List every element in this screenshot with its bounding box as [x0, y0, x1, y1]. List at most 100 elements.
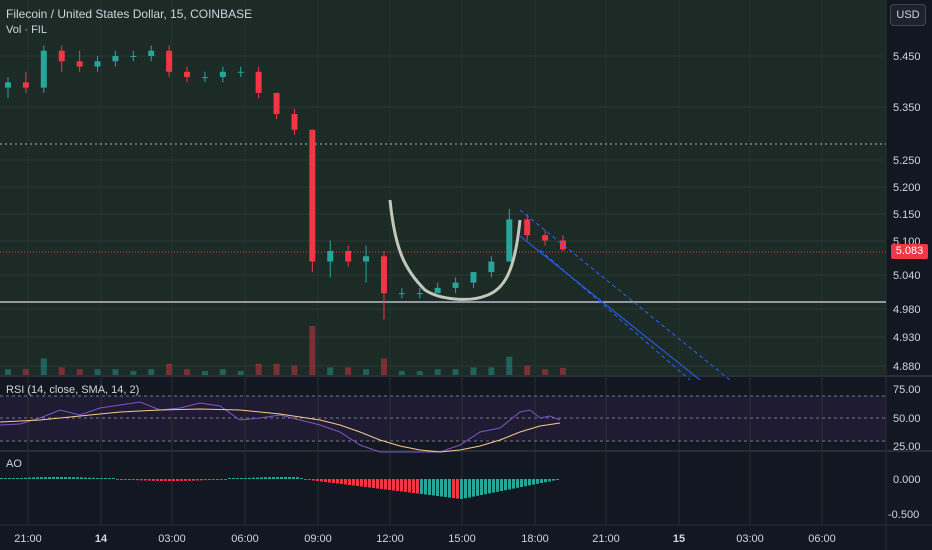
ao-bar [348, 479, 351, 485]
ao-bar [320, 479, 323, 482]
ao-bar [24, 477, 27, 479]
volume-legend[interactable]: Vol · FIL [6, 24, 47, 36]
ao-bar [212, 479, 215, 480]
time-tick-3: 06:00 [231, 533, 259, 545]
volume-bar [166, 363, 173, 375]
candle-body [22, 82, 29, 88]
price-tick-6: 5.040 [893, 270, 921, 282]
volume-bar [184, 369, 191, 375]
ao-bar [44, 477, 47, 479]
ao-bar [116, 479, 119, 480]
ao-bar [152, 479, 155, 481]
symbol-title[interactable]: Filecoin / United States Dollar, 15, COI… [6, 7, 253, 21]
ao-bar [148, 479, 151, 481]
ao-bar [380, 479, 383, 489]
candle-body [380, 256, 387, 294]
ao-bar [264, 477, 267, 479]
rsi-ma-line[interactable] [0, 408, 561, 453]
ao-bar [416, 479, 419, 494]
ao-bar [168, 479, 171, 481]
ao-bar [220, 479, 223, 480]
ao-bar [408, 479, 411, 493]
volume-bar [524, 365, 531, 375]
ao-bar [104, 478, 107, 479]
time-tick-1: 14 [95, 533, 108, 545]
price-tick-4: 5.150 [893, 209, 921, 221]
ao-bar [36, 477, 39, 479]
ao-bar [52, 477, 55, 479]
ao-bar [132, 479, 135, 481]
ao-bar [428, 479, 431, 495]
ao-bar [356, 479, 359, 486]
candle-body [184, 71, 191, 78]
volume-bar [327, 367, 334, 375]
ao-histogram [0, 477, 559, 499]
ao-bar [12, 478, 15, 479]
ao-bar [76, 477, 79, 479]
ao-bar [372, 479, 375, 488]
rsi-line[interactable] [0, 401, 561, 453]
time-tick-0: 21:00 [14, 533, 42, 545]
ao-bar [40, 477, 43, 479]
ao-bar [288, 477, 291, 479]
volume-bar [560, 367, 566, 375]
ao-bar [520, 479, 523, 487]
ao-bar [516, 479, 519, 488]
rsi-tick-75: 75.00 [893, 384, 921, 396]
ao-bar [500, 479, 503, 491]
ao-legend[interactable]: AO [6, 458, 22, 470]
volume-bar [309, 326, 316, 375]
ao-bar [156, 479, 159, 481]
ao-bar [508, 479, 511, 490]
ao-bar [432, 479, 435, 496]
ao-bar [384, 479, 387, 490]
ao-bar [400, 479, 403, 492]
ao-bar [160, 479, 163, 481]
price-axis[interactable]: 5.4505.3505.2505.2005.1505.1005.0404.980… [893, 51, 921, 373]
candle-body [40, 50, 47, 88]
ao-bar [388, 479, 391, 490]
rsi-legend[interactable]: RSI (14, close, SMA, 14, 2) [6, 384, 140, 396]
candles [5, 45, 566, 320]
ao-bar [180, 479, 183, 481]
ao-bar [200, 479, 203, 481]
price-tick-8: 4.930 [893, 332, 921, 344]
rsi-axis[interactable]: 75.00 50.00 25.00 [893, 384, 921, 453]
ao-bar [496, 479, 499, 492]
currency-button[interactable]: USD [890, 4, 926, 26]
ao-bar [284, 477, 287, 479]
ao-bar [108, 478, 111, 479]
price-tick-9: 4.880 [893, 361, 921, 373]
ao-bar [512, 479, 515, 489]
ao-bar [68, 477, 71, 479]
ao-bar [456, 479, 459, 499]
ao-bar [476, 479, 479, 496]
candle-body [309, 129, 316, 262]
ao-bar [232, 478, 235, 479]
ao-bar [552, 479, 555, 481]
ao-bar [360, 479, 363, 487]
candle-body [130, 56, 137, 57]
candle-body [363, 256, 370, 262]
cup-curve[interactable] [388, 199, 522, 301]
volume-bar [398, 371, 405, 375]
candle-body [452, 282, 459, 288]
volume-bar [416, 371, 423, 375]
last-price-tag: 5.083 [891, 244, 928, 259]
ao-bar [276, 477, 279, 479]
candle-body [112, 56, 119, 62]
time-axis[interactable]: 21:00 14 03:00 06:00 09:00 12:00 15:00 18:00 21:… [14, 533, 836, 545]
ao-bar [548, 479, 551, 482]
ao-bar [336, 479, 339, 484]
time-tick-4: 09:00 [304, 533, 332, 545]
ao-bar [452, 479, 455, 498]
volume-bar [5, 369, 11, 375]
time-tick-7: 18:00 [521, 533, 549, 545]
ao-bar [412, 479, 415, 493]
ao-axis[interactable]: 0.000 -0.500 [888, 474, 921, 521]
descending-channel[interactable] [519, 209, 731, 381]
ao-bar [252, 477, 255, 479]
volume-bar [130, 371, 137, 375]
ao-bar [376, 479, 379, 489]
